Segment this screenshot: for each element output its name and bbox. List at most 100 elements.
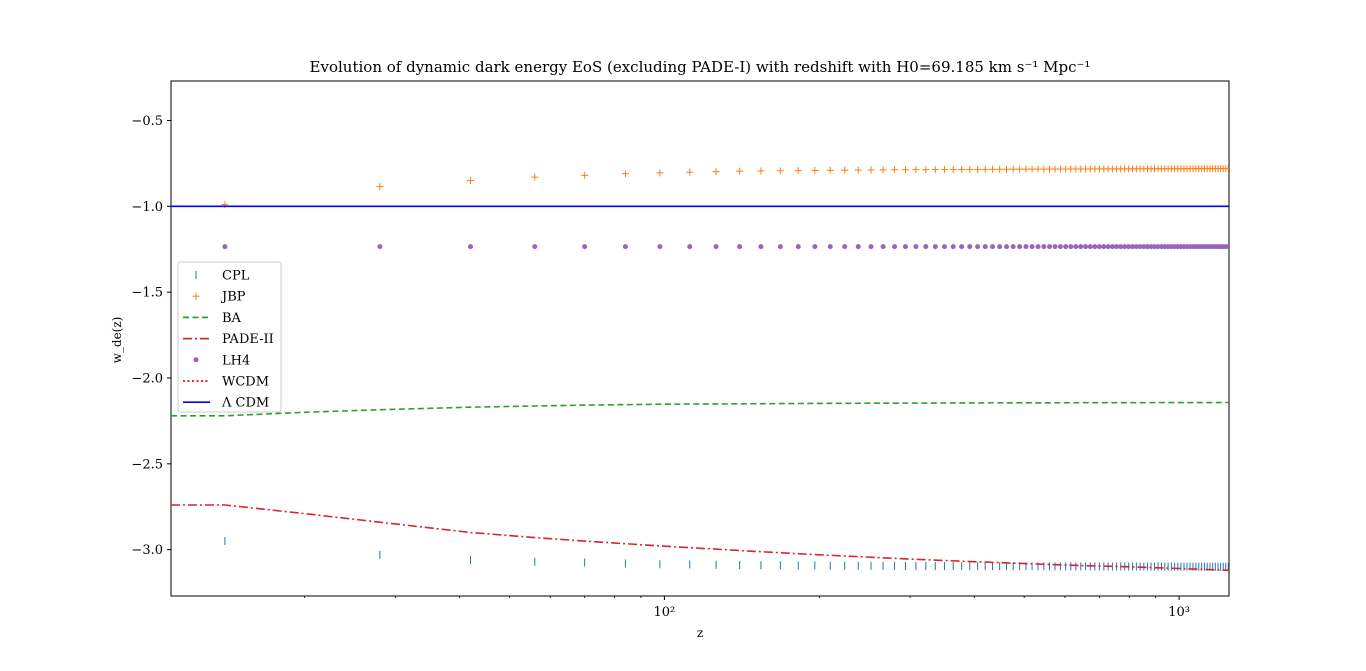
legend-label-ba: BA	[222, 311, 242, 326]
lh4-marker	[1137, 244, 1143, 250]
jbp-marker	[854, 166, 862, 174]
y-tick-label: −1.0	[131, 200, 163, 215]
lh4-marker	[1118, 244, 1124, 250]
lh4-marker	[1047, 244, 1053, 250]
jbp-marker	[794, 167, 802, 175]
lh4-marker	[967, 244, 973, 250]
lh4-marker	[997, 244, 1003, 250]
lh4-marker	[758, 244, 764, 250]
jbp-marker	[940, 166, 948, 174]
lh4-marker	[982, 244, 988, 250]
lh4-marker	[795, 244, 801, 250]
jbp-marker	[949, 165, 957, 173]
lh4-marker	[1004, 244, 1010, 250]
lh4-marker	[913, 244, 919, 250]
lh4-marker	[1078, 244, 1084, 250]
lh4-marker	[1109, 244, 1115, 250]
jbp-marker	[912, 166, 920, 174]
lh4-marker	[975, 244, 981, 250]
lh4-marker	[687, 244, 693, 250]
x-tick-label: 10³	[1168, 605, 1190, 620]
jbp-marker	[1003, 165, 1011, 173]
lh4-marker	[1052, 244, 1058, 250]
series-ba-line	[171, 401, 1229, 417]
lh4-marker	[1087, 244, 1093, 250]
lh4-marker	[1017, 244, 1023, 250]
jbp-marker	[1224, 165, 1229, 173]
jbp-marker	[826, 166, 834, 174]
lh4-marker	[1057, 244, 1063, 250]
jbp-marker	[1028, 165, 1036, 173]
lh4-marker	[812, 244, 818, 250]
y-axis-label: w_de(z)	[110, 317, 124, 364]
jbp-marker	[981, 165, 989, 173]
lh4-marker	[1141, 244, 1147, 250]
lh4-marker	[377, 244, 383, 250]
lh4-marker	[827, 244, 833, 250]
lh4-marker	[923, 244, 929, 250]
series-group	[171, 165, 1229, 572]
y-tick-label: −1.5	[131, 286, 163, 301]
lh4-marker	[1144, 244, 1150, 250]
lh4-marker	[1105, 244, 1111, 250]
jbp-marker	[1022, 165, 1030, 173]
lh4-marker	[990, 244, 996, 250]
chart-title: Evolution of dynamic dark energy EoS (ex…	[310, 58, 1091, 76]
legend-swatch-lh4	[193, 357, 199, 363]
legend: CPL JBP BA PADE-II LH4 WCDM Λ CDM	[177, 261, 282, 413]
jbp-marker	[776, 167, 784, 175]
jbp-marker	[712, 168, 720, 176]
jbp-marker	[996, 165, 1004, 173]
lh4-marker	[932, 244, 938, 250]
jbp-marker	[958, 165, 966, 173]
legend-box	[177, 261, 282, 413]
lh4-marker	[1083, 244, 1089, 250]
jbp-marker	[686, 168, 694, 176]
lh4-marker	[737, 244, 743, 250]
lh4-marker	[892, 244, 898, 250]
jbp-marker	[1016, 165, 1024, 173]
plot-frame	[170, 80, 1230, 597]
lh4-marker	[582, 244, 588, 250]
x-axis-label: z	[697, 626, 703, 640]
lh4-marker	[1152, 244, 1158, 250]
lh4-marker	[868, 244, 874, 250]
legend-label-jbp: JBP	[220, 290, 246, 305]
lh4-marker	[1130, 244, 1136, 250]
y-tick-label: −2.5	[131, 457, 163, 472]
lh4-marker	[1041, 244, 1047, 250]
plot-data	[171, 165, 1229, 572]
jbp-marker	[966, 165, 974, 173]
lh4-marker	[880, 244, 886, 250]
jbp-marker	[891, 166, 899, 174]
jbp-marker	[974, 165, 982, 173]
lh4-marker	[1122, 244, 1128, 250]
jbp-marker	[736, 167, 744, 175]
series-pade-ii-line	[171, 504, 1229, 572]
lh4-marker	[1035, 244, 1041, 250]
lh4-marker	[1225, 244, 1229, 250]
jbp-marker	[989, 165, 997, 173]
jbp-marker	[922, 166, 930, 174]
jbp-marker	[811, 166, 819, 174]
legend-label-pade-ii: PADE-II	[222, 332, 274, 347]
lh4-marker	[1063, 244, 1069, 250]
legend-label-cdm: Λ CDM	[221, 396, 269, 411]
lh4-marker	[1092, 244, 1098, 250]
lh4-marker	[1114, 244, 1120, 250]
lh4-marker	[1023, 244, 1029, 250]
jbp-marker	[901, 166, 909, 174]
lh4-marker	[959, 244, 965, 250]
lh4-marker	[1029, 244, 1035, 250]
lh4-marker	[1068, 244, 1074, 250]
lh4-marker	[950, 244, 956, 250]
lh4-marker	[1073, 244, 1079, 250]
lh4-marker	[1133, 244, 1139, 250]
axes: −0.5 −1.0 −1.5 −2.0 −2.5 −3.0 10² 10³	[131, 114, 1190, 620]
lh4-marker	[1096, 244, 1102, 250]
jbp-marker	[656, 169, 664, 177]
y-tick-label: −0.5	[131, 114, 163, 129]
lh4-marker	[1101, 244, 1107, 250]
jbp-marker	[531, 173, 539, 181]
